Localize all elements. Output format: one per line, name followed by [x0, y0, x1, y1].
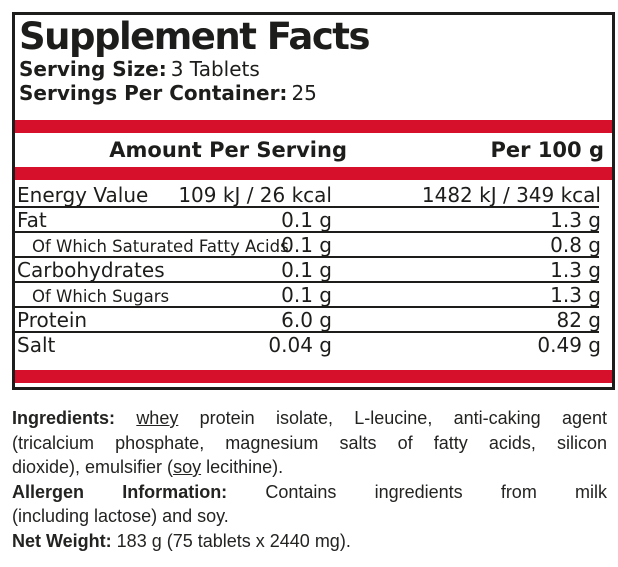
row-per100-value: 0.49 g: [537, 333, 601, 357]
text-line: Allergen Information: Contains ingredien…: [12, 480, 607, 505]
row-label: Protein: [17, 308, 88, 332]
text-line: Net Weight: 183 g (75 tablets x 2440 mg)…: [12, 529, 607, 554]
text-segment: (including lactose) and soy.: [12, 506, 229, 526]
row-per100-value: 82 g: [556, 308, 601, 332]
text-line: dioxide), emulsifier (soy lecithine).: [12, 455, 607, 480]
row-amount-value: 0.04 g: [268, 333, 332, 357]
text-segment: protein isolate, L-leucine, anti-caking …: [178, 408, 607, 428]
text-segment: [115, 408, 136, 428]
row-amount-value: 0.1 g: [281, 208, 332, 232]
text-segment: lecithine).: [201, 457, 284, 477]
row-label: Energy Value: [17, 183, 149, 207]
row-label: Fat: [17, 208, 47, 232]
row-per100-value: 0.8 g: [550, 233, 601, 257]
lead-in-label: Ingredients:: [12, 408, 116, 428]
table-row: Protein 6.0 g 82 g: [15, 308, 601, 333]
table-row: Energy Value 109 kJ / 26 kcal 1482 kJ / 34…: [15, 183, 601, 208]
divider-bar-middle: [15, 167, 612, 180]
row-per100-value: 1.3 g: [550, 258, 601, 282]
facts-table: Energy Value 109 kJ / 26 kcal 1482 kJ / 34…: [15, 183, 601, 358]
row-amount-value: 0.1 g: [281, 283, 332, 307]
row-amount-value: 6.0 g: [281, 308, 332, 332]
text-segment: (tricalcium phosphate, magnesium salts o…: [12, 432, 607, 453]
allergen-information-paragraph: Allergen Information: Contains ingredien…: [12, 480, 607, 529]
table-row: Fat 0.1 g 1.3 g: [15, 208, 601, 233]
row-per100-value: 1482 kJ / 349 kcal: [421, 183, 601, 207]
serving-size-row: Serving Size: 3 Tablets: [15, 57, 612, 81]
table-row: Carbohydrates 0.1 g 1.3 g: [15, 258, 601, 283]
table-row: Of Which Saturated Fatty Acids 0.1 g 0.8 g: [15, 233, 601, 258]
divider-bar-bottom: [15, 370, 612, 383]
amount-per-serving-header: Amount Per Serving: [109, 138, 347, 162]
ingredients-paragraph: Ingredients: whey protein isolate, L-leu…: [12, 406, 607, 480]
underlined-term: soy: [173, 457, 202, 477]
text-segment: Contains ingredients from milk: [227, 481, 607, 502]
lead-in-label: Allergen Information:: [12, 481, 228, 502]
row-per100-value: 1.3 g: [550, 283, 601, 307]
text-segment: dioxide), emulsifier (: [12, 457, 174, 477]
row-label: Of Which Sugars: [32, 287, 170, 306]
table-row: Salt 0.04 g 0.49 g: [15, 333, 601, 358]
per-100g-header: Per 100 g: [490, 138, 604, 162]
table-header-row: Amount Per Serving Per 100 g: [15, 133, 612, 167]
supplement-facts-panel: Supplement Facts Serving Size: 3 Tablets …: [12, 12, 615, 390]
row-label: Carbohydrates: [17, 258, 165, 282]
row-amount-value: 109 kJ / 26 kcal: [178, 183, 332, 207]
row-label: Of Which Saturated Fatty Acids: [32, 237, 289, 256]
lead-in-label: Net Weight:: [12, 530, 112, 551]
panel-title: Supplement Facts: [19, 15, 371, 58]
row-amount-value: 0.1 g: [281, 233, 332, 257]
row-label: Salt: [17, 333, 56, 357]
divider-bar-top: [15, 120, 612, 133]
servings-per-container-label: Servings Per Container:: [19, 81, 288, 105]
serving-size-label: Serving Size:: [19, 57, 167, 81]
net-weight-paragraph: Net Weight: 183 g (75 tablets x 2440 mg)…: [12, 529, 607, 554]
row-per100-value: 1.3 g: [550, 208, 601, 232]
label-page: Supplement Facts Serving Size: 3 Tablets …: [12, 12, 615, 553]
text-line: (including lactose) and soy.: [12, 504, 607, 529]
text-line: Ingredients: whey protein isolate, L-leu…: [12, 406, 607, 431]
text-line: (tricalcium phosphate, magnesium salts o…: [12, 431, 607, 456]
text-segment: 183 g (75 tablets x 2440 mg).: [111, 530, 351, 551]
serving-size-value: 3 Tablets: [170, 57, 260, 81]
servings-per-container-value: 25: [291, 81, 317, 105]
table-row: Of Which Sugars 0.1 g 1.3 g: [15, 283, 601, 308]
underlined-term: whey: [136, 408, 179, 428]
servings-per-container-row: Servings Per Container: 25: [15, 81, 612, 105]
row-amount-value: 0.1 g: [281, 258, 332, 282]
info-section: Ingredients: whey protein isolate, L-leu…: [12, 406, 607, 553]
